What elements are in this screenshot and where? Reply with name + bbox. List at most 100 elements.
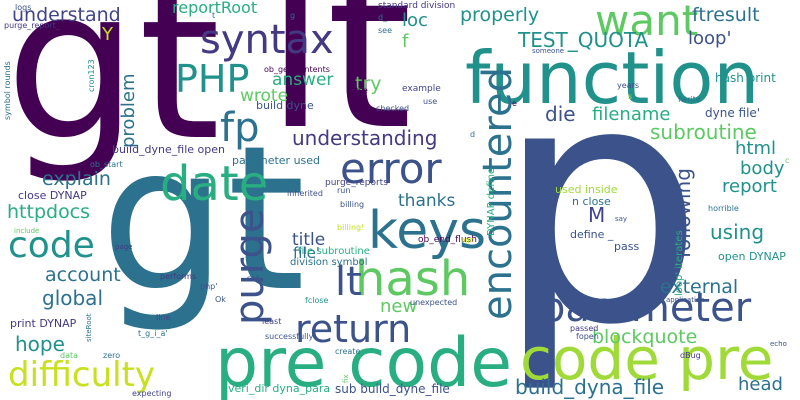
cloud-word: ob_start — [90, 160, 123, 169]
cloud-word: d — [470, 130, 476, 139]
cloud-word: using — [710, 220, 765, 244]
cloud-word: see — [378, 26, 393, 35]
cloud-word: understanding — [292, 126, 438, 150]
cloud-word: purge_reports — [325, 178, 388, 188]
cloud-word: hash print — [715, 71, 776, 85]
cloud-word: fp — [220, 105, 260, 151]
cloud-word: php' — [200, 282, 218, 291]
cloud-word: reportRoot — [172, 0, 258, 17]
cloud-word: syntax — [200, 17, 334, 63]
cloud-word: hope — [15, 332, 65, 356]
cloud-word: siteRoot — [85, 313, 93, 342]
cloud-word: loc — [402, 10, 428, 31]
cloud-word: blockquote — [592, 326, 698, 348]
cloud-word: build dyne — [256, 99, 314, 112]
cloud-word: pre code — [215, 324, 513, 400]
cloud-word: explain — [42, 168, 111, 190]
cloud-word: d_ — [378, 13, 388, 22]
cloud-word: page — [115, 243, 133, 251]
cloud-word: date — [160, 156, 269, 212]
cloud-word: fwrite — [678, 95, 701, 104]
cloud-word: used inside — [555, 183, 618, 196]
cloud-word: pass — [614, 240, 640, 253]
cloud-word: Y — [102, 24, 113, 45]
cloud-word: f — [402, 31, 409, 52]
cloud-word: keys — [368, 201, 487, 261]
cloud-word: Ok — [215, 295, 226, 304]
cloud-word: sub build_dyne_file — [335, 382, 450, 396]
cloud-word: return — [295, 307, 412, 351]
cloud-word: close DYNAP — [18, 189, 87, 202]
cloud-word: g — [290, 11, 296, 20]
cloud-word: run — [337, 186, 351, 195]
cloud-word: standard division — [378, 1, 456, 11]
cloud-word: t — [212, 11, 216, 20]
cloud-word: p — [495, 13, 705, 397]
cloud-word: t_g_i_a' — [138, 329, 168, 338]
cloud-word: head — [738, 374, 783, 395]
cloud-word: checked — [376, 104, 410, 113]
cloud-word: data — [60, 351, 79, 360]
cloud-word: open DYNAP — [718, 250, 786, 263]
cloud-word: ago — [461, 236, 475, 244]
cloud-word: external — [660, 276, 739, 298]
cloud-word: use — [423, 97, 438, 106]
cloud-word: parameter — [540, 285, 752, 331]
cloud-word: new — [380, 296, 418, 317]
cloud-word: horrible — [708, 204, 739, 213]
cloud-word: understand — [12, 4, 121, 26]
cloud-word: zero — [103, 351, 121, 360]
cloud-word: wrote — [240, 86, 289, 106]
cloud-word: logs — [15, 3, 32, 12]
cloud-word: successfully — [265, 332, 314, 341]
cloud-word: DYNAP define — [486, 167, 497, 236]
cloud-word: M — [588, 203, 606, 227]
cloud-word: someone — [532, 47, 565, 55]
cloud-word: unexpected — [410, 298, 458, 307]
cloud-word: loop' iterates — [674, 230, 685, 296]
cloud-word: fclose — [305, 296, 329, 305]
cloud-word: s — [628, 92, 633, 101]
cloud-word: lt — [265, 0, 413, 178]
cloud-word: PHP — [175, 57, 250, 101]
cloud-word: file' — [293, 244, 320, 262]
cloud-word: line — [156, 313, 171, 322]
cloud-word: define _ — [570, 228, 614, 241]
cloud-word: years — [617, 81, 640, 90]
cloud-word: httpdocs — [7, 201, 91, 223]
cloud-word: body — [740, 158, 785, 179]
cloud-word: cron123 — [87, 59, 96, 92]
cloud-word: c — [785, 156, 790, 165]
cloud-word: example — [402, 84, 441, 94]
cloud-word: hash — [355, 251, 471, 307]
cloud-word: veri_dir dyna_para — [228, 382, 331, 395]
cloud-word: thanks — [398, 191, 456, 211]
cloud-word: include — [14, 227, 40, 235]
cloud-word: n close — [572, 195, 611, 208]
cloud-word: difficulty — [8, 355, 156, 395]
cloud-word: title — [292, 230, 326, 250]
cloud-word: symbol rounds — [3, 61, 12, 120]
cloud-word: filename — [592, 104, 671, 125]
cloud-word: echo — [770, 340, 787, 348]
cloud-word: function — [465, 36, 760, 120]
cloud-word: billing — [340, 200, 365, 209]
cloud-word: expecting — [132, 389, 172, 398]
cloud-word: parameter used — [232, 154, 321, 167]
cloud-word: want — [595, 0, 699, 45]
cloud-word: properly — [460, 4, 540, 26]
cloud-word: division symbol — [290, 257, 368, 268]
cloud-word: problem — [118, 73, 139, 148]
cloud-word: set — [247, 274, 260, 283]
cloud-word: performs — [160, 272, 197, 281]
cloud-word: error — [340, 144, 442, 193]
cloud-word: inherited — [287, 189, 323, 198]
cloud-word: fix — [342, 374, 350, 383]
cloud-word: e — [512, 99, 517, 108]
cloud-word: lt — [335, 259, 362, 305]
cloud-word: billing! — [337, 223, 365, 232]
cloud-word: code — [8, 225, 95, 266]
cloud-word: die — [545, 102, 576, 126]
cloud-word: build_dyna_file — [515, 375, 665, 399]
